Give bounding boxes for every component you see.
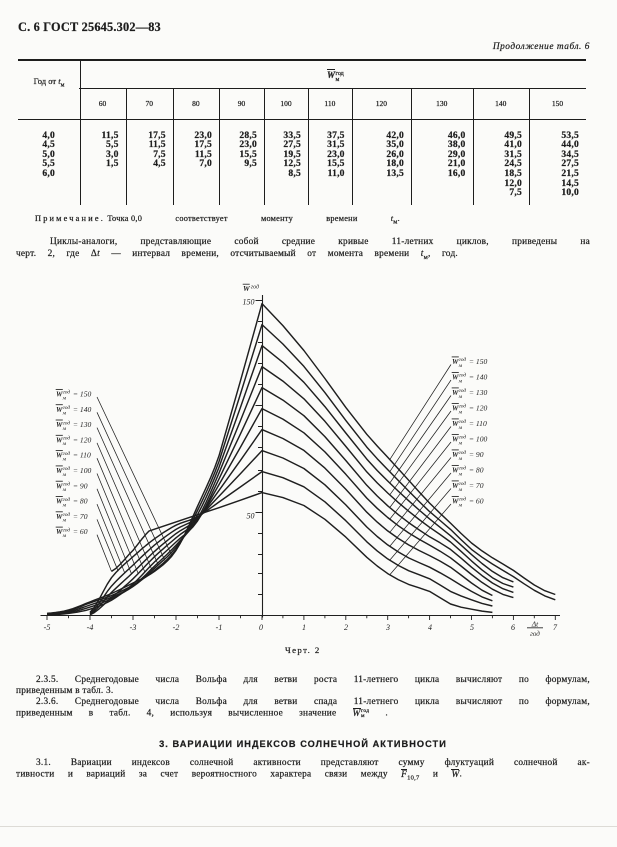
svg-text:2: 2: [344, 623, 348, 632]
svg-text:м: м: [458, 487, 463, 493]
svg-text:W: W: [56, 452, 63, 460]
svg-text:= 70: = 70: [469, 481, 484, 490]
svg-text:W: W: [452, 374, 459, 382]
svg-text:W: W: [452, 358, 459, 366]
svg-text:4: 4: [428, 623, 432, 632]
svg-text:= 140: = 140: [469, 373, 488, 382]
svg-text:3: 3: [385, 623, 390, 632]
svg-text:= 70: = 70: [73, 512, 88, 521]
svg-text:0: 0: [259, 623, 263, 632]
svg-text:-3: -3: [130, 623, 137, 632]
svg-text:= 120: = 120: [73, 435, 92, 444]
svg-text:год: год: [459, 449, 467, 456]
svg-text:W: W: [56, 467, 63, 475]
svg-text:год: год: [63, 404, 71, 411]
svg-text:W: W: [452, 498, 459, 506]
svg-text:год: год: [530, 630, 540, 638]
svg-text:W: W: [56, 482, 63, 490]
svg-text:Δt: Δt: [531, 620, 539, 629]
svg-text:год: год: [63, 465, 71, 472]
svg-text:год: год: [459, 465, 467, 472]
svg-text:= 110: = 110: [73, 451, 91, 460]
svg-text:W: W: [56, 528, 63, 536]
svg-text:= 110: = 110: [469, 419, 487, 428]
svg-text:м: м: [62, 426, 67, 432]
svg-text:W: W: [56, 421, 63, 429]
svg-text:W: W: [56, 498, 63, 506]
svg-text:W: W: [56, 436, 63, 444]
svg-text:-2: -2: [173, 623, 180, 632]
svg-text:год: год: [63, 526, 71, 533]
svg-text:= 90: = 90: [469, 450, 484, 459]
svg-text:м: м: [62, 533, 67, 539]
svg-text:м: м: [62, 487, 67, 493]
svg-text:W: W: [452, 405, 459, 413]
svg-text:м: м: [62, 411, 67, 417]
svg-text:год: год: [459, 496, 467, 503]
svg-text:м: м: [458, 363, 463, 369]
svg-text:год: год: [63, 481, 71, 488]
svg-text:м: м: [62, 502, 67, 508]
svg-text:год: год: [63, 389, 71, 396]
svg-text:м: м: [458, 440, 463, 446]
svg-text:= 120: = 120: [469, 404, 488, 413]
svg-text:W: W: [56, 391, 63, 399]
svg-text:W: W: [243, 284, 251, 293]
svg-text:м: м: [458, 471, 463, 477]
svg-text:6: 6: [511, 623, 515, 632]
svg-text:-4: -4: [87, 623, 94, 632]
svg-text:W: W: [452, 389, 459, 397]
svg-text:W: W: [56, 406, 63, 414]
svg-text:м: м: [458, 425, 463, 431]
svg-text:год: год: [63, 419, 71, 426]
svg-text:1: 1: [302, 623, 306, 632]
svg-text:год: год: [459, 372, 467, 379]
svg-text:год: год: [459, 387, 467, 394]
svg-text:= 130: = 130: [469, 388, 488, 397]
svg-text:= 60: = 60: [73, 527, 88, 536]
svg-text:W: W: [452, 451, 459, 459]
svg-text:м: м: [62, 457, 67, 463]
svg-text:год: год: [459, 356, 467, 363]
svg-text:год: год: [251, 284, 259, 291]
svg-text:м: м: [458, 502, 463, 508]
svg-text:= 130: = 130: [73, 420, 92, 429]
svg-text:м: м: [62, 441, 67, 447]
svg-text:W: W: [452, 467, 459, 475]
svg-text:= 150: = 150: [469, 357, 488, 366]
svg-text:W: W: [452, 436, 459, 444]
svg-text:-5: -5: [44, 623, 51, 632]
svg-text:= 100: = 100: [73, 466, 92, 475]
svg-text:7: 7: [553, 623, 558, 632]
svg-text:год: год: [459, 434, 467, 441]
svg-text:W: W: [56, 513, 63, 521]
svg-text:м: м: [62, 472, 67, 478]
svg-text:год: год: [459, 418, 467, 425]
svg-text:= 140: = 140: [73, 405, 92, 414]
svg-text:= 80: = 80: [73, 497, 88, 506]
svg-text:год: год: [459, 480, 467, 487]
svg-text:-1: -1: [216, 623, 223, 632]
svg-text:м: м: [458, 378, 463, 384]
svg-text:= 80: = 80: [469, 466, 484, 475]
svg-text:= 60: = 60: [469, 497, 484, 506]
svg-text:м: м: [62, 518, 67, 524]
svg-text:м: м: [62, 395, 67, 401]
svg-text:W: W: [452, 420, 459, 428]
svg-text:5: 5: [470, 623, 474, 632]
svg-text:50: 50: [247, 512, 255, 521]
svg-text:год: год: [63, 511, 71, 518]
svg-text:м: м: [458, 456, 463, 462]
svg-text:150: 150: [243, 298, 255, 307]
svg-text:м: м: [458, 394, 463, 400]
svg-text:= 150: = 150: [73, 390, 92, 399]
svg-text:год: год: [63, 435, 71, 442]
svg-text:= 90: = 90: [73, 481, 88, 490]
svg-text:год: год: [63, 450, 71, 457]
svg-text:год: год: [459, 403, 467, 410]
svg-text:год: год: [63, 496, 71, 503]
svg-text:W: W: [452, 482, 459, 490]
svg-text:= 100: = 100: [469, 435, 488, 444]
svg-text:м: м: [458, 409, 463, 415]
